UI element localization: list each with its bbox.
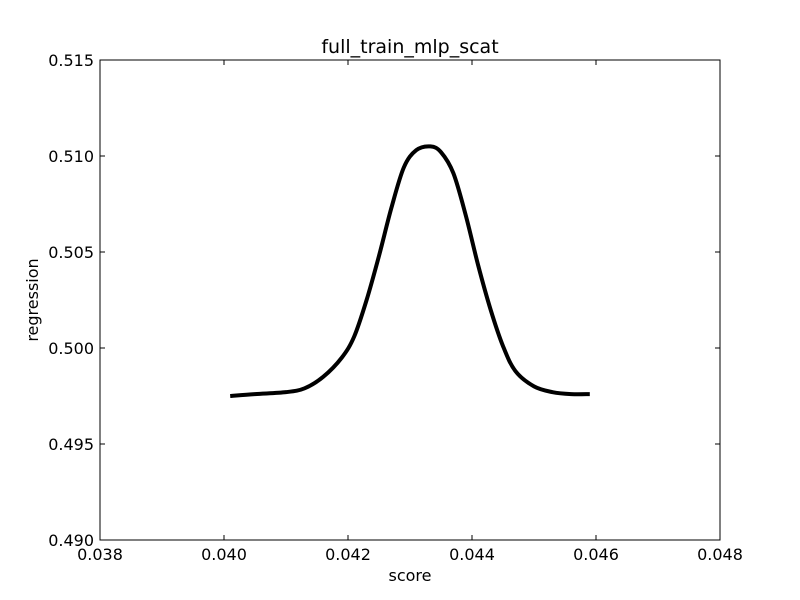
plot-frame — [99, 59, 721, 541]
plot-series — [230, 144, 590, 398]
x-tick-label: 0.044 — [449, 545, 495, 564]
series-line — [230, 144, 590, 398]
x-tick-label: 0.042 — [325, 545, 371, 564]
x-tick-label: 0.038 — [77, 545, 123, 564]
y-tick-label: 0.490 — [48, 531, 94, 550]
y-tick-label: 0.510 — [48, 147, 94, 166]
y-tick-label: 0.500 — [48, 339, 94, 358]
y-tick-label: 0.505 — [48, 243, 94, 262]
y-tick-label: 0.495 — [48, 435, 94, 454]
x-tick-label: 0.040 — [201, 545, 247, 564]
x-tick-label: 0.048 — [697, 545, 743, 564]
x-tick-label: 0.046 — [573, 545, 619, 564]
y-axis-label: regression — [23, 258, 42, 341]
chart-title: full_train_mlp_scat — [321, 36, 498, 58]
y-tick-label: 0.515 — [48, 51, 94, 70]
x-axis-label: score — [389, 566, 432, 585]
x-axis: 0.038 0.040 0.042 0.044 0.046 0.048 — [77, 60, 743, 564]
